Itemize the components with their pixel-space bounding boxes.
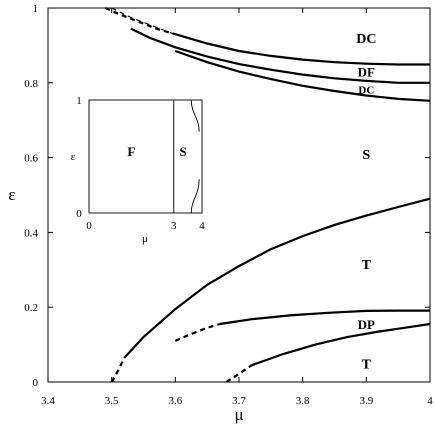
x-tick-label: 3.7 [232,395,246,407]
x-tick-label: 3.6 [168,395,182,407]
x-tick-label: 3.9 [359,395,373,407]
region-label-df: DF [358,65,375,80]
region-label-dp: DP [358,317,375,332]
y-tick-label: 1 [33,3,39,15]
region-label-dc: DC [356,32,376,47]
y-tick-label: 0 [33,377,39,389]
inset-x-tick-label: 0 [86,220,92,232]
x-tick-label: 3.8 [296,395,310,407]
region-label-t: T [362,357,372,372]
inset-boundary-upper [190,99,200,132]
y-axis: 0 0.2 0.4 0.6 0.8 1 [24,3,430,389]
inset-y-tick-label: 0 [76,208,82,220]
x-tick-label: 4 [427,395,433,407]
region-label-s: S [362,148,370,163]
boundary-curve-5 [123,197,431,359]
x-axis-label: μ [234,405,243,424]
boundary-curve-4 [174,49,431,102]
inset-region-label-f: F [127,144,135,159]
y-tick-label: 0.2 [24,302,38,314]
boundary-curve-6 [219,309,430,326]
inset-region-label-s: S [179,144,186,159]
inset-boundaries [173,99,200,214]
inset-axes: 0 3 4 0 1 [76,95,205,232]
boundary-curve-6-dashed [174,322,221,342]
x-tick-label: 3.5 [105,395,119,407]
inset-x-tick-label: 4 [199,220,205,232]
y-tick-label: 0.4 [24,227,38,239]
inset-y-axis-label: ε [71,151,76,163]
y-tick-label: 0.6 [24,153,38,165]
inset-x-tick-label: 3 [171,220,177,232]
boundary-curve-7 [251,322,431,367]
inset-boundary-lower [190,179,200,214]
inset-x-axis-label: μ [142,233,148,245]
region-label-t: T [362,258,372,273]
y-tick-label: 0.8 [24,78,38,90]
boundary-curve-3 [130,27,430,84]
boundary-curve-1-dashed [104,6,176,36]
region-label-dc: DC [358,84,374,96]
region-labels: DC DF DC S T DP T [356,32,376,372]
boundary-curve-1 [174,33,430,66]
inset-y-tick-label: 1 [76,95,82,107]
y-axis-label: ε [8,185,15,204]
x-tick-label: 3.4 [41,395,55,407]
boundary-curve-5-dashed [110,357,126,383]
inset-background [89,100,202,213]
inset-frame [88,99,203,214]
boundary-curve-2-dashed [111,7,182,37]
phase-boundaries [104,6,431,383]
